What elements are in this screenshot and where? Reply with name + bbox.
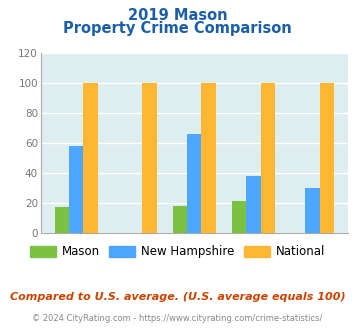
Legend: Mason, New Hampshire, National: Mason, New Hampshire, National [25, 241, 330, 263]
Bar [55, 207, 69, 233]
Bar [142, 83, 157, 233]
Bar [69, 146, 83, 233]
Text: 2019 Mason: 2019 Mason [128, 8, 227, 23]
Bar [83, 83, 98, 233]
Bar [232, 201, 246, 233]
Text: © 2024 CityRating.com - https://www.cityrating.com/crime-statistics/: © 2024 CityRating.com - https://www.city… [32, 314, 323, 323]
Bar [173, 206, 187, 233]
Bar [320, 83, 334, 233]
Bar [261, 83, 275, 233]
Bar [187, 134, 201, 233]
Bar [201, 83, 215, 233]
Bar [305, 188, 320, 233]
Bar [246, 176, 261, 233]
Text: Property Crime Comparison: Property Crime Comparison [63, 21, 292, 36]
Text: Compared to U.S. average. (U.S. average equals 100): Compared to U.S. average. (U.S. average … [10, 292, 345, 302]
